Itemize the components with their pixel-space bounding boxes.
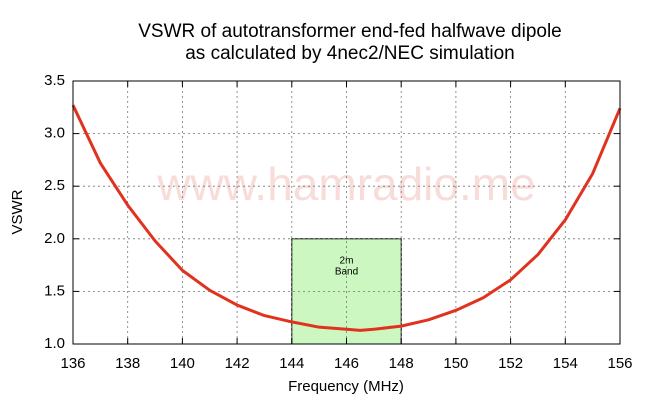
chart-title: VSWR of autotransformer end-fed halfwave…: [138, 21, 562, 42]
y-axis-label: VSWR: [9, 189, 26, 234]
y-tick-label: 3.0: [44, 125, 65, 142]
x-tick-label: 154: [553, 355, 578, 372]
watermark: www.hamradio.me: [156, 158, 535, 210]
x-tick-label: 146: [334, 355, 359, 372]
y-tick-label: 2.5: [44, 177, 65, 194]
y-tick-label: 1.5: [44, 282, 65, 299]
x-tick-label: 136: [60, 355, 85, 372]
x-tick-label: 140: [170, 355, 195, 372]
x-tick-label: 152: [498, 355, 523, 372]
x-tick-label: 150: [443, 355, 468, 372]
chart-title: as calculated by 4nec2/NEC simulation: [185, 43, 515, 64]
x-tick-label: 156: [607, 355, 632, 372]
data-line: [71, 104, 622, 332]
x-tick-label: 144: [279, 355, 304, 372]
band-label: 2m: [340, 255, 354, 266]
x-tick-label: 142: [225, 355, 250, 372]
x-tick-label: 148: [389, 355, 414, 372]
x-axis-label: Frequency (MHz): [288, 378, 404, 395]
y-tick-label: 1.0: [44, 335, 65, 352]
plot-frame: [72, 80, 621, 345]
y-tick-label: 2.0: [44, 230, 65, 247]
y-tick-label: 3.5: [44, 72, 65, 89]
x-tick-label: 138: [115, 355, 140, 372]
